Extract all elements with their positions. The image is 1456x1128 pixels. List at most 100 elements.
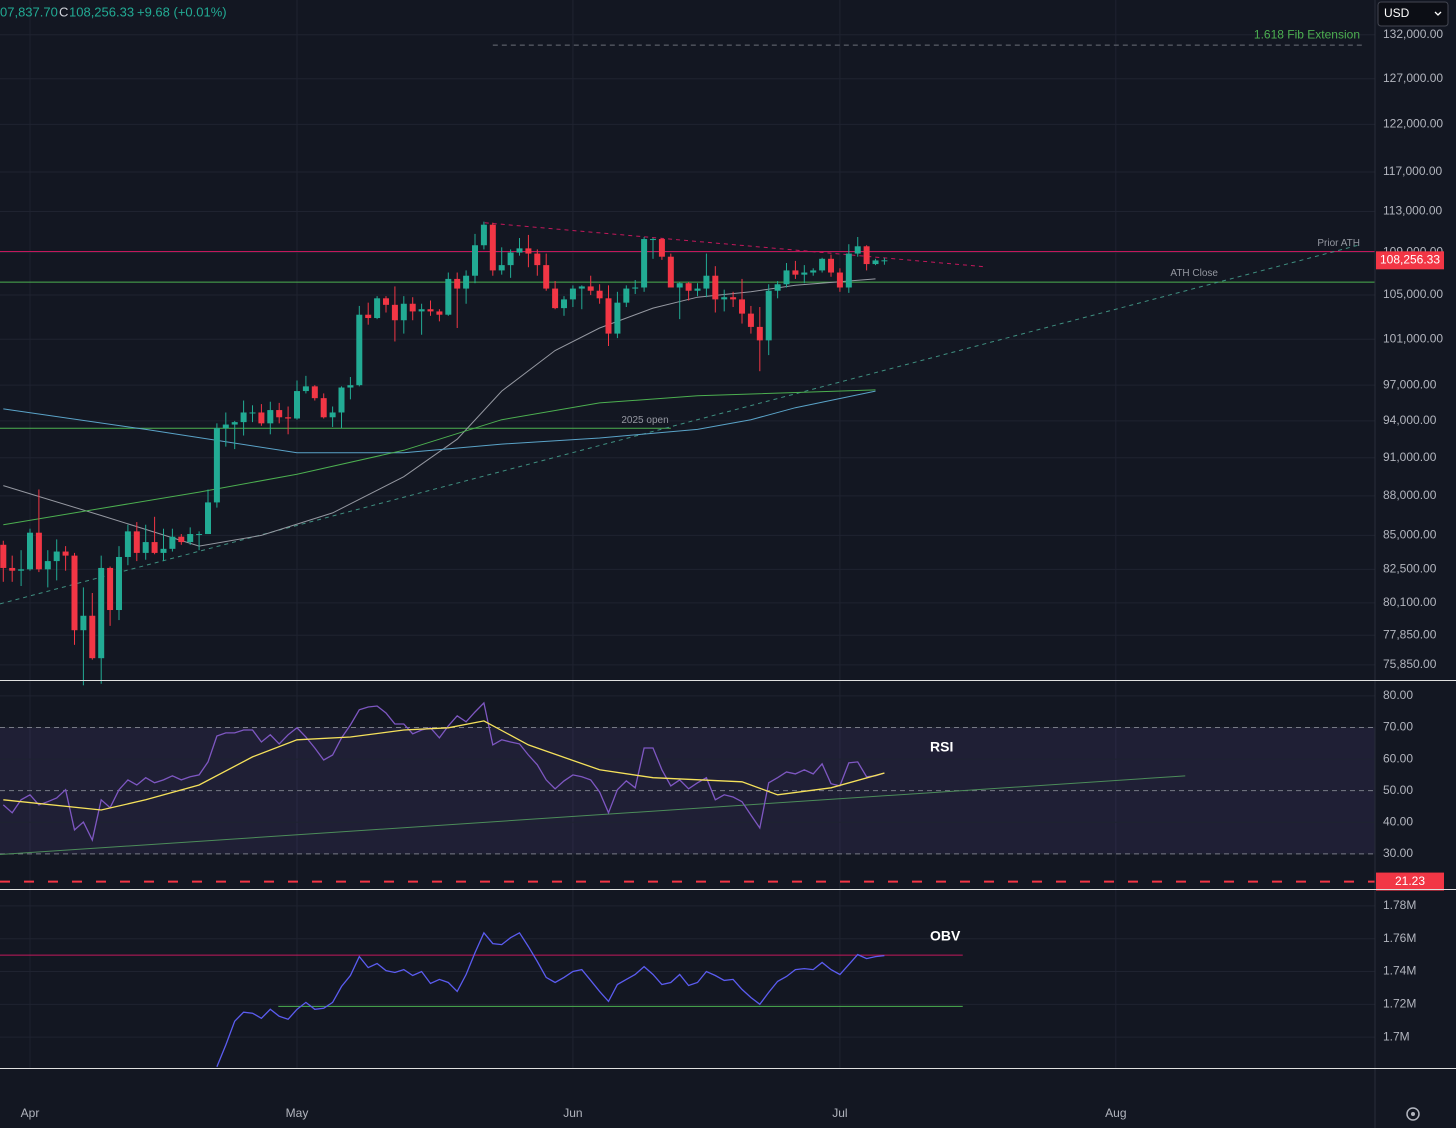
y-tick-label: 88,000.00 <box>1383 488 1437 502</box>
candle-body <box>240 412 247 423</box>
candle-body <box>107 567 114 611</box>
series-line <box>3 390 876 454</box>
candle-body <box>739 299 746 314</box>
y-tick-label: 77,850.00 <box>1383 627 1437 641</box>
candle-body <box>801 272 808 275</box>
candle-body <box>391 304 398 321</box>
candle-body <box>747 313 754 327</box>
ohlc-change: +9.68 (+0.01%) <box>137 4 227 19</box>
y-tick-label: 75,850.00 <box>1383 657 1437 671</box>
candle-body <box>721 297 728 300</box>
gear-center[interactable] <box>1411 1112 1415 1116</box>
level-label: Prior ATH <box>1317 238 1360 249</box>
level-label: 2025 open <box>621 415 668 426</box>
candle-body <box>204 502 211 535</box>
candle-body <box>828 258 835 273</box>
candle-body <box>810 270 817 273</box>
chevron-icon[interactable] <box>1434 11 1442 16</box>
last-price-tag <box>1376 251 1444 270</box>
candle-body <box>641 239 648 288</box>
y-tick-label: 113,000.00 <box>1383 204 1442 218</box>
candle-body <box>819 258 826 271</box>
candle-body <box>302 386 309 392</box>
pane: 132,000.00 127,000.00 122,000.00 117,000.00… <box>0 27 1444 686</box>
candle-body <box>881 260 888 262</box>
candle-body <box>231 422 238 425</box>
candle-body <box>178 536 185 543</box>
x-tick-label: May <box>286 1106 309 1120</box>
candle-body <box>80 615 87 631</box>
level-label: 1.618 Fib Extension <box>1254 27 1360 41</box>
candle-body <box>427 309 434 312</box>
candle-body <box>35 532 42 570</box>
candle-body <box>756 326 763 341</box>
candle-body <box>561 299 568 309</box>
candle-body <box>294 391 301 419</box>
level-label: ATH Close <box>1170 268 1218 279</box>
y-tick-label: 1.76M <box>1383 931 1416 945</box>
y-tick-label: 1.74M <box>1383 964 1416 978</box>
candle-body <box>276 410 283 418</box>
candle-body <box>614 302 621 334</box>
candle-body <box>472 245 479 276</box>
candle-body <box>374 298 381 319</box>
candle-body <box>53 551 60 562</box>
candle-body <box>365 314 372 319</box>
y-tick-label: 1.7M <box>1383 1029 1410 1043</box>
trendline <box>0 244 1360 605</box>
settings-button[interactable] <box>1406 1107 1420 1121</box>
x-tick-label: Jun <box>563 1106 582 1120</box>
currency-label[interactable]: USD <box>1384 6 1410 20</box>
y-tick-label: 50.00 <box>1383 783 1413 797</box>
candle-body <box>694 288 701 291</box>
candle-body <box>774 284 781 291</box>
candle-body <box>792 270 799 275</box>
y-tick-label: 30.00 <box>1383 846 1413 860</box>
candle-body <box>418 309 425 312</box>
candle-body <box>543 265 550 289</box>
ohlc-close-prefix: C <box>59 4 68 19</box>
level-tag-label: 21.23 <box>1395 874 1425 888</box>
pane-title: RSI <box>930 739 953 755</box>
candle-body <box>658 239 665 257</box>
y-tick-label: 101,000.00 <box>1383 331 1443 345</box>
candle-body <box>18 569 25 571</box>
candle-body <box>730 297 737 300</box>
y-tick-label: 105,000.00 <box>1383 287 1443 301</box>
candle-body <box>98 567 105 659</box>
candle-body <box>133 531 140 553</box>
candle-body <box>676 283 683 288</box>
currency-button-box[interactable] <box>1377 1 1449 27</box>
ohlc-low: 07,837.70 <box>0 4 58 19</box>
currency-button[interactable]: USD <box>1377 1 1449 27</box>
y-tick-label: 80,100.00 <box>1383 595 1437 609</box>
gear-icon[interactable] <box>1406 1107 1420 1121</box>
y-tick-label: 1.78M <box>1383 898 1416 912</box>
y-tick-label: 127,000.00 <box>1383 71 1443 85</box>
candle-body <box>338 387 345 413</box>
x-tick-label: Apr <box>21 1106 40 1120</box>
candle-body <box>783 270 790 285</box>
candle-body <box>329 412 336 418</box>
y-tick-label: 91,000.00 <box>1383 450 1437 464</box>
candle-body <box>213 428 220 503</box>
candle-body <box>169 536 176 549</box>
y-tick-label: 1.72M <box>1383 997 1416 1011</box>
candle-body <box>89 615 96 659</box>
y-tick-label: 82,500.00 <box>1383 561 1437 575</box>
candle-body <box>454 278 461 289</box>
candle-body <box>151 542 158 553</box>
candle-body <box>409 303 416 312</box>
candle-body <box>9 567 16 571</box>
candle-body <box>587 286 594 291</box>
candle-body <box>703 275 710 289</box>
candle-body <box>480 224 487 246</box>
candle-body <box>142 542 149 553</box>
pane-title: OBV <box>930 928 961 944</box>
x-tick-label: Aug <box>1105 1106 1126 1120</box>
candle-body <box>347 385 354 388</box>
candle-body <box>552 288 559 309</box>
